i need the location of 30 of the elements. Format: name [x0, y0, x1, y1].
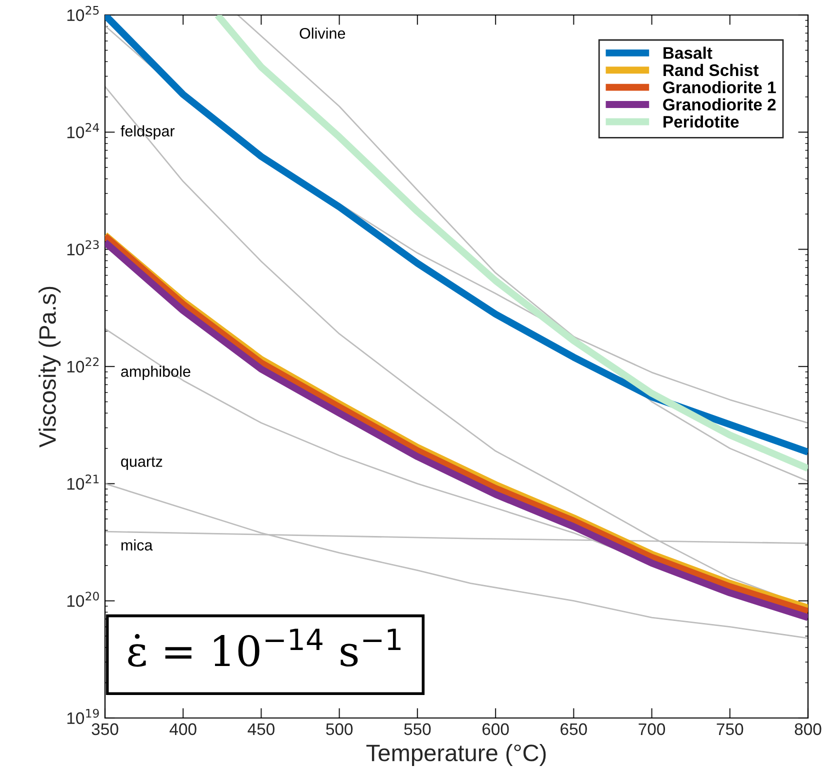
- y-tick-label: 10$^{25}$: [67, 6, 99, 22]
- x-tick-label: 350: [92, 723, 118, 736]
- x-tick-label: 400: [170, 723, 196, 736]
- y-tick-label: 10$^{24}$: [67, 123, 100, 138]
- annotation: quartz: [121, 456, 162, 470]
- legend-label: Granodiorite 1: [663, 81, 776, 94]
- x-tick-label: 600: [482, 723, 509, 736]
- x-tick-label: 500: [326, 723, 353, 736]
- annotation: ε̇ = 10$^{−14}$ s$^{−1}$: [128, 628, 401, 667]
- legend-label: Granodiorite 2: [663, 98, 776, 111]
- x-axis-title: Temperature (°C): [366, 744, 546, 766]
- x-tick-label: 750: [716, 723, 744, 736]
- x-tick-label: 700: [638, 723, 666, 736]
- legend-label: Rand Schist: [664, 64, 759, 76]
- legend-label: Basalt: [664, 46, 712, 59]
- x-tick-label: 450: [248, 723, 274, 736]
- annotation: feldspar: [120, 125, 175, 140]
- y-tick-label: 10$^{20}$: [67, 592, 99, 607]
- annotation: amphibole: [121, 366, 190, 380]
- x-tick-label: 650: [560, 723, 587, 736]
- x-tick-label: 800: [794, 723, 822, 736]
- y-axis-title: Viscosity (Pa.s): [38, 286, 61, 448]
- legend-label: Peridotite: [664, 115, 739, 128]
- y-tick-label: 10$^{19}$: [67, 708, 99, 724]
- y-tick-label: 10$^{23}$: [67, 240, 99, 256]
- x-tick-label: 550: [404, 723, 431, 736]
- y-tick-label: 10$^{21}$: [67, 474, 99, 490]
- annotation: Olivine: [300, 28, 346, 39]
- annotation: mica: [121, 539, 153, 551]
- y-tick-label: 10$^{22}$: [67, 357, 99, 373]
